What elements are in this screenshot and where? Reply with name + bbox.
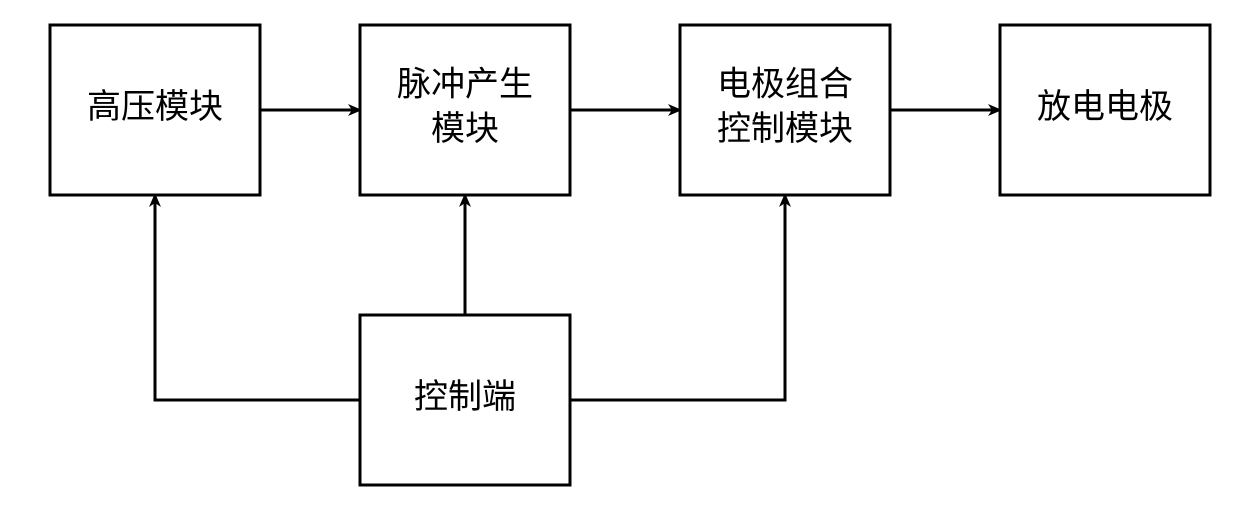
node-label: 脉冲产生 [397,66,533,104]
node-label: 高压模块 [87,88,223,126]
nodes-layer: 高压模块脉冲产生模块电极组合控制模块放电电极控制端 [50,25,1210,485]
node-label: 控制模块 [717,110,853,148]
node-n2: 脉冲产生模块 [360,25,570,195]
node-label: 放电电极 [1037,88,1173,126]
node-label: 控制端 [414,378,516,416]
node-n4: 放电电极 [1000,25,1210,195]
node-label: 电极组合 [717,66,853,104]
node-n3: 电极组合控制模块 [680,25,890,195]
edge-5 [570,195,785,400]
node-n5: 控制端 [360,315,570,485]
node-label: 模块 [431,110,499,148]
node-n1: 高压模块 [50,25,260,195]
block-diagram: 高压模块脉冲产生模块电极组合控制模块放电电极控制端 [0,0,1240,509]
edge-4 [155,195,360,400]
